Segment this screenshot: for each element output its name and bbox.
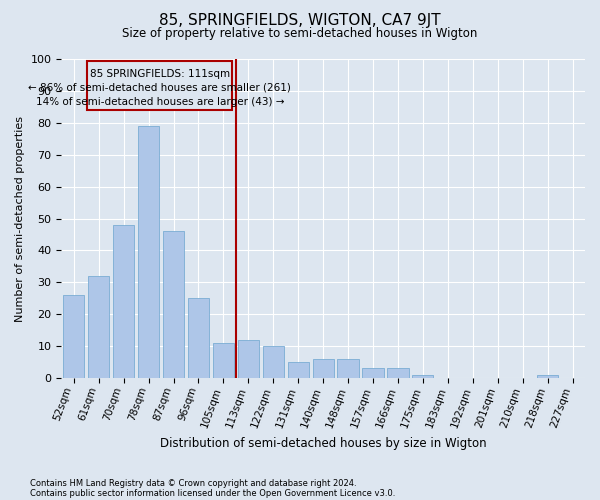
Y-axis label: Number of semi-detached properties: Number of semi-detached properties bbox=[15, 116, 25, 322]
Text: 85 SPRINGFIELDS: 111sqm: 85 SPRINGFIELDS: 111sqm bbox=[90, 68, 230, 78]
Bar bbox=[263, 346, 284, 378]
Bar bbox=[337, 359, 359, 378]
Bar bbox=[113, 225, 134, 378]
Bar bbox=[188, 298, 209, 378]
Bar bbox=[213, 343, 234, 378]
X-axis label: Distribution of semi-detached houses by size in Wigton: Distribution of semi-detached houses by … bbox=[160, 437, 487, 450]
Bar bbox=[88, 276, 109, 378]
Text: Size of property relative to semi-detached houses in Wigton: Size of property relative to semi-detach… bbox=[122, 28, 478, 40]
Text: Contains public sector information licensed under the Open Government Licence v3: Contains public sector information licen… bbox=[30, 488, 395, 498]
Bar bbox=[287, 362, 309, 378]
Text: ← 86% of semi-detached houses are smaller (261): ← 86% of semi-detached houses are smalle… bbox=[28, 83, 291, 93]
Bar bbox=[138, 126, 159, 378]
Bar bbox=[388, 368, 409, 378]
Bar bbox=[163, 232, 184, 378]
Bar bbox=[362, 368, 383, 378]
Text: Contains HM Land Registry data © Crown copyright and database right 2024.: Contains HM Land Registry data © Crown c… bbox=[30, 478, 356, 488]
Bar bbox=[537, 375, 558, 378]
Text: 85, SPRINGFIELDS, WIGTON, CA7 9JT: 85, SPRINGFIELDS, WIGTON, CA7 9JT bbox=[159, 12, 441, 28]
Bar bbox=[313, 359, 334, 378]
Text: 14% of semi-detached houses are larger (43) →: 14% of semi-detached houses are larger (… bbox=[35, 98, 284, 108]
Bar bbox=[238, 340, 259, 378]
Bar bbox=[63, 295, 85, 378]
Bar bbox=[412, 375, 433, 378]
FancyBboxPatch shape bbox=[88, 60, 232, 110]
